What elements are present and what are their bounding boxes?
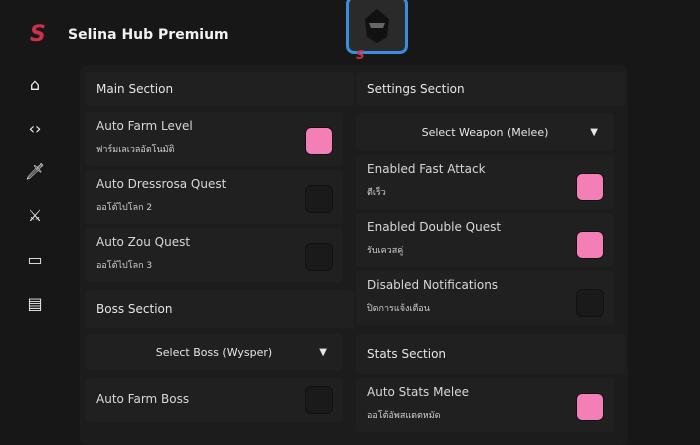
stats-section-header: Stats Section	[356, 334, 625, 374]
toggle-label: Auto Farm Level	[96, 119, 193, 133]
app-title: Selina Hub Premium	[68, 27, 229, 43]
toggle-auto-farm-boss[interactable]: Auto Farm Boss	[85, 378, 343, 422]
toggle-checkbox[interactable]	[305, 185, 333, 213]
toggle-checkbox[interactable]	[305, 127, 333, 155]
avatar[interactable]	[346, 0, 408, 54]
app-logo: S	[30, 22, 46, 47]
select-weapon-dropdown[interactable]: Select Weapon (Melee) ▼	[356, 113, 614, 151]
toggle-disabled-notifications[interactable]: Disabled Notifications ปิดการแจ้งเตือน	[356, 271, 614, 325]
toggle-checkbox[interactable]	[576, 289, 604, 317]
toggle-auto-dressrosa-quest[interactable]: Auto Dressrosa Quest ออโต้ไปโลก 2	[85, 170, 343, 224]
toggle-auto-farm-level[interactable]: Auto Farm Level ฟาร์มเลเวลอัตโนมัติ	[85, 112, 343, 166]
select-boss-dropdown[interactable]: Select Boss (Wysper) ▼	[85, 334, 343, 370]
dropdown-value: Select Boss (Wysper)	[155, 345, 273, 359]
toggle-checkbox[interactable]	[576, 393, 604, 421]
toggle-checkbox[interactable]	[576, 231, 604, 259]
home-icon[interactable]: ⌂	[29, 74, 41, 94]
toggle-label: Auto Farm Boss	[96, 392, 190, 406]
sword-icon[interactable]: 🗡︎	[24, 161, 46, 181]
toggle-label: Auto Stats Melee	[367, 385, 469, 399]
toggle-label: Auto Zou Quest	[96, 235, 191, 249]
boss-section-header: Boss Section	[85, 290, 354, 328]
dropdown-value: Select Weapon (Melee)	[421, 125, 549, 139]
code-icon[interactable]: ‹›	[28, 118, 42, 138]
toggle-label: Enabled Double Quest	[367, 220, 502, 234]
toggle-label: Enabled Fast Attack	[367, 162, 486, 176]
avatar-logo: S	[356, 48, 365, 62]
toggle-checkbox[interactable]	[305, 243, 333, 271]
toggle-label: Auto Dressrosa Quest	[96, 177, 227, 191]
toggle-sub: รับเควสคู่	[367, 246, 404, 256]
chevron-down-icon: ▼	[590, 126, 598, 138]
settings-section-header: Settings Section	[356, 72, 625, 106]
document-icon[interactable]: ▤	[27, 293, 43, 313]
toggle-auto-stats-melee[interactable]: Auto Stats Melee ออโต้อัพสแตตหมัด	[356, 378, 614, 432]
toggle-sub: ออโต้ไปโลก 2	[96, 203, 153, 213]
toggle-double-quest[interactable]: Enabled Double Quest รับเควสคู่	[356, 213, 614, 267]
toggle-sub: ปิดการแจ้งเตือน	[367, 304, 430, 314]
toggle-checkbox[interactable]	[576, 173, 604, 201]
main-section-header: Main Section	[85, 72, 354, 106]
toggle-label: Disabled Notifications	[367, 278, 499, 292]
airplay-icon[interactable]: ▭	[27, 249, 43, 269]
toggle-fast-attack[interactable]: Enabled Fast Attack ตีเร็ว	[356, 155, 614, 209]
toggle-sub: ฟาร์มเลเวลอัตโนมัติ	[96, 145, 175, 155]
toggle-sub: ออโต้ไปโลก 3	[96, 261, 153, 271]
ninja-avatar-icon	[365, 9, 389, 43]
crossed-swords-icon[interactable]: ⚔︎	[27, 205, 43, 225]
chevron-down-icon: ▼	[319, 346, 327, 358]
toggle-checkbox[interactable]	[305, 386, 333, 414]
toggle-auto-zou-quest[interactable]: Auto Zou Quest ออโต้ไปโลก 3	[85, 228, 343, 282]
toggle-sub: ออโต้อัพสแตตหมัด	[367, 411, 441, 421]
toggle-sub: ตีเร็ว	[367, 188, 386, 198]
